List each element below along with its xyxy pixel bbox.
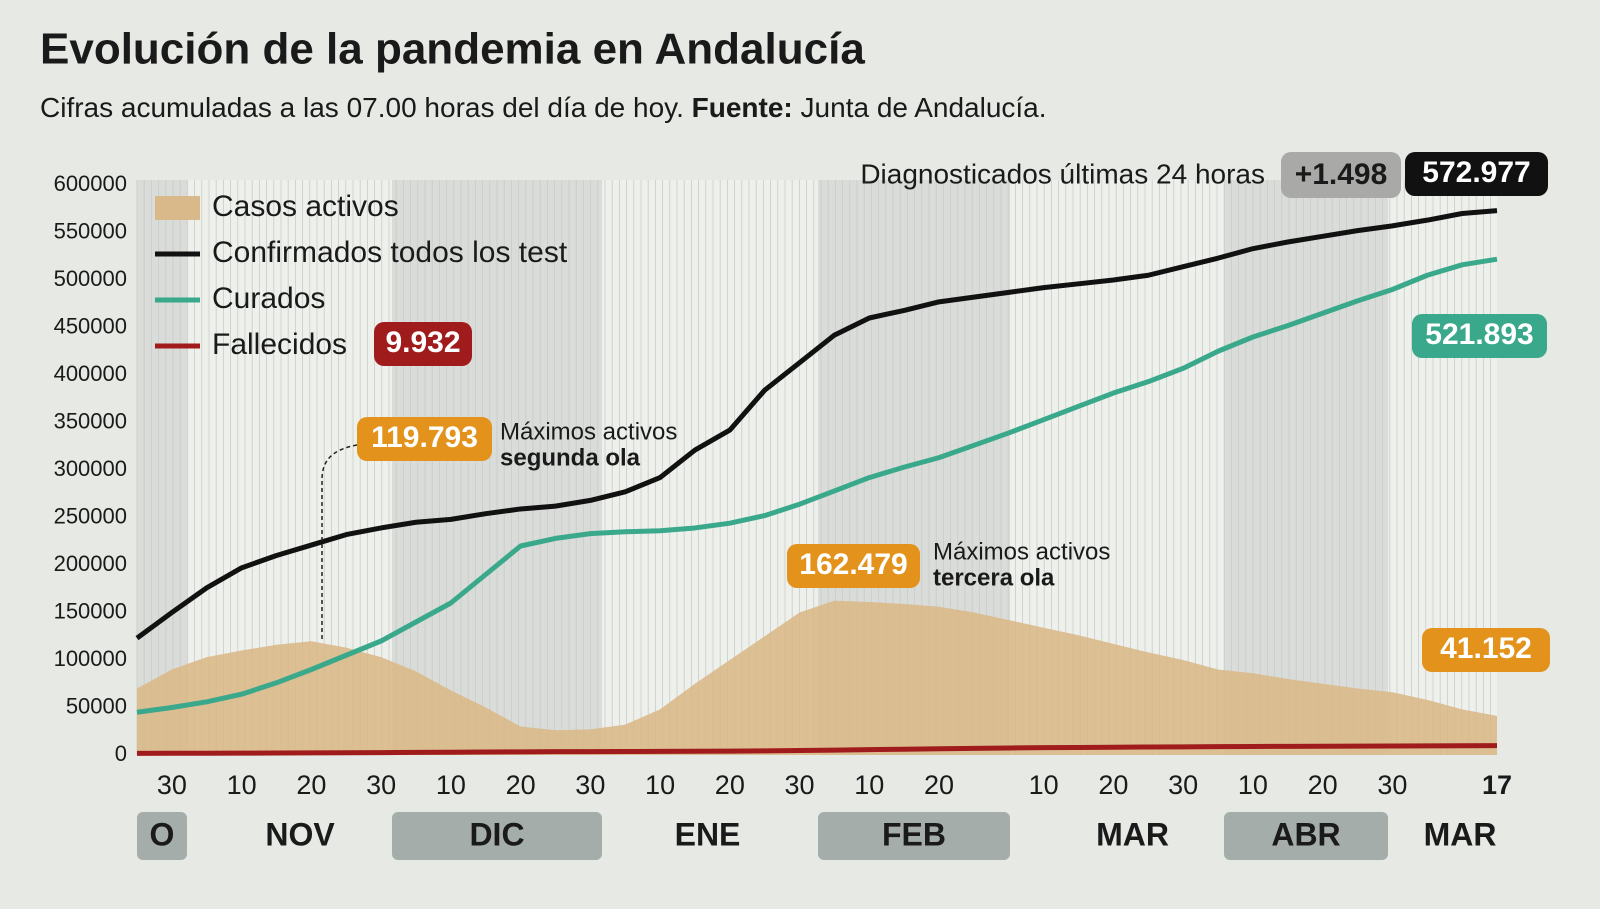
x-tick-label: 17 xyxy=(1482,770,1512,800)
x-tick-label: 20 xyxy=(1308,770,1338,800)
daily-label: +1.498 xyxy=(1295,158,1388,191)
month-label: O xyxy=(150,816,175,852)
daily-badge xyxy=(1281,152,1401,198)
peak-label: 162.479 xyxy=(799,548,907,581)
source-label: Fuente: xyxy=(692,92,793,123)
y-tick-label: 50000 xyxy=(66,693,127,718)
month-box xyxy=(392,812,602,860)
line xyxy=(136,743,1498,756)
daily-text: Diagnosticados últimas 24 horas xyxy=(860,158,1265,189)
peak-label-bg xyxy=(787,544,920,588)
y-tick-label: 450000 xyxy=(54,313,127,338)
chart-title: Evolución de la pandemia en Andalucía xyxy=(40,25,865,74)
y-tick-label: 100000 xyxy=(54,646,127,671)
annotation: segunda ola xyxy=(500,444,641,471)
y-tick-label: 200000 xyxy=(54,551,127,576)
month-label: DIC xyxy=(469,816,524,852)
x-tick-label: 10 xyxy=(1238,770,1268,800)
x-tick-label: 20 xyxy=(1098,770,1128,800)
end-label: 521.893 xyxy=(1425,318,1533,351)
line xyxy=(135,208,1498,641)
x-tick-label: 10 xyxy=(436,770,466,800)
month-band xyxy=(137,180,187,755)
y-tick-label: 0 xyxy=(115,741,127,766)
y-tick-label: 500000 xyxy=(54,266,127,291)
y-tick-label: 400000 xyxy=(54,361,127,386)
source: Junta de Andalucía. xyxy=(801,92,1047,123)
annotation: Máximos activos xyxy=(933,538,1110,565)
subtitle: Cifras acumuladas a las 07.00 horas del … xyxy=(40,92,1047,123)
end-label: 9.932 xyxy=(385,326,460,359)
month-label: NOV xyxy=(265,816,335,852)
legend-swatch xyxy=(155,196,200,220)
y-tick-label: 300000 xyxy=(54,456,127,481)
legend-label: Casos activos xyxy=(212,190,399,223)
month-box xyxy=(818,812,1010,860)
y-tick-label: 600000 xyxy=(54,171,127,196)
peak-label-bg xyxy=(357,417,492,461)
x-tick-label: 20 xyxy=(715,770,745,800)
month-box xyxy=(1224,812,1388,860)
y-tick-label: 250000 xyxy=(54,503,127,528)
end-label-bg xyxy=(1412,314,1547,358)
x-tick-label: 20 xyxy=(924,770,954,800)
leader xyxy=(321,444,358,642)
x-tick-label: 30 xyxy=(157,770,187,800)
plot xyxy=(135,180,1498,756)
end-label: 572.977 xyxy=(1422,156,1530,189)
x-tick-label: 20 xyxy=(296,770,326,800)
x-tick-label: 10 xyxy=(645,770,675,800)
subtitle-text: Cifras acumuladas a las 07.00 horas del … xyxy=(40,92,684,123)
peak-label: 119.793 xyxy=(371,421,478,454)
y-tick-label: 350000 xyxy=(54,408,127,433)
end-label: 41.152 xyxy=(1440,632,1532,665)
end-label-bg xyxy=(1422,628,1550,672)
month-label: MAR xyxy=(1424,816,1497,852)
x-tick-label: 20 xyxy=(506,770,536,800)
month-band xyxy=(1224,180,1388,755)
legend-label: Fallecidos xyxy=(212,328,347,361)
x-tick-label: 30 xyxy=(575,770,605,800)
month-box xyxy=(137,812,187,860)
y-tick-label: 550000 xyxy=(54,218,127,243)
end-label-bg xyxy=(1405,152,1548,196)
end-label-bg xyxy=(374,322,472,366)
area xyxy=(137,600,1497,755)
x-tick-label: 10 xyxy=(854,770,884,800)
line xyxy=(136,256,1498,715)
annotation: Máximos activos xyxy=(500,418,677,445)
x-tick-label: 30 xyxy=(785,770,815,800)
x-tick-label: 10 xyxy=(1029,770,1059,800)
month-label: ENE xyxy=(675,816,741,852)
x-tick-label: 10 xyxy=(227,770,257,800)
legend-label: Curados xyxy=(212,282,325,315)
month-label: FEB xyxy=(882,816,946,852)
x-tick-label: 30 xyxy=(1377,770,1407,800)
month-label: MAR xyxy=(1096,816,1169,852)
annotation: tercera ola xyxy=(933,564,1055,591)
x-tick-label: 30 xyxy=(366,770,396,800)
legend-label: Confirmados todos los test xyxy=(212,236,568,269)
x-tick-label: 30 xyxy=(1168,770,1198,800)
y-tick-label: 150000 xyxy=(54,598,127,623)
month-label: ABR xyxy=(1271,816,1340,852)
